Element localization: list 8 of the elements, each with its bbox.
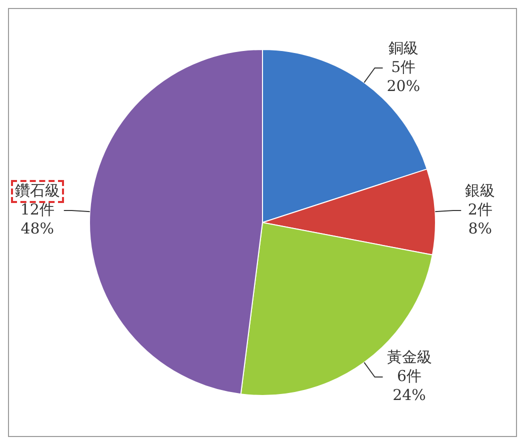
data-label: 6件 24% [392, 366, 426, 404]
slice-label: 黃金級 [386, 348, 432, 366]
slice-label: 銅級 [388, 38, 418, 57]
slice-label: 鑽石級 [14, 181, 60, 200]
data-label: 5件 20% [386, 58, 420, 95]
data-label: 2件 8% [468, 200, 492, 238]
slice-label: 銀級 [465, 181, 496, 200]
data-label: 12件 48% [20, 200, 54, 238]
